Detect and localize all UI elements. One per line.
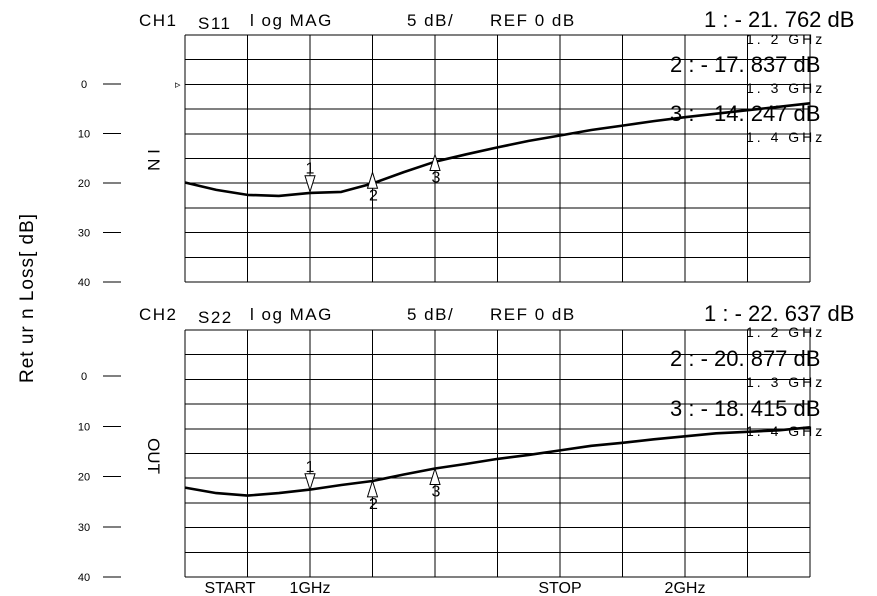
y-tick-label: 10	[78, 421, 90, 433]
marker-1: 1	[304, 161, 316, 194]
readout-frequency: 1. 4 GHz	[746, 423, 825, 439]
marker-triangle	[366, 479, 379, 498]
y-tick-label: 20	[78, 472, 90, 484]
marker-number: 2	[369, 496, 378, 513]
marker-triangle	[304, 473, 316, 492]
y-tick-label: 20	[78, 178, 90, 190]
panel-ch2: 0 10 20 30 40 CH2 S22 l og MAG 5 dB/REF 0 dB OUT 1…	[78, 301, 855, 596]
marker-2: 2	[366, 170, 379, 204]
marker-number: 3	[432, 484, 441, 501]
marker-3: 3	[429, 466, 441, 501]
x-tick-label: START	[205, 580, 256, 596]
y-tick-label: 40	[78, 572, 90, 584]
trace-line	[184, 102, 811, 198]
panel-ch1: 0 10 20 30 40 CH1 S11 l og MAG 5 dB/REF 0 dB I N ▹…	[78, 7, 855, 289]
readout-text: 2 : - 17. 837 dB	[670, 52, 820, 77]
marker-triangle	[429, 152, 441, 172]
readout-frequency: 1. 4 GHz	[746, 129, 825, 145]
x-tick-label: STOP	[538, 580, 581, 596]
readout-frequency: 1. 3 GHz	[746, 80, 825, 96]
marker-triangle	[304, 175, 316, 194]
marker-readout-1: 1 : - 22. 637 dB1. 2 GHz	[704, 301, 854, 340]
marker-triangle	[429, 466, 441, 486]
parameter-label: S11	[198, 14, 232, 33]
channel-label: CH1	[139, 11, 178, 30]
marker-triangle	[366, 170, 379, 189]
readout-frequency: 1. 2 GHz	[746, 324, 825, 340]
y-tick-label: 0	[81, 79, 87, 91]
marker-number: 2	[369, 187, 378, 204]
marker-readout-1: 1 : - 21. 762 dB1. 2 GHz	[704, 7, 854, 47]
reference-pointer: ▹	[175, 79, 181, 91]
marker-number: 3	[432, 170, 441, 187]
side-label: OUT	[144, 438, 163, 474]
marker-readout-3: 3 : - 14. 247 dB 1. 4 GHz	[670, 101, 825, 145]
marker-readout-2: 2 : - 20. 877 dB 1. 3 GHz	[670, 346, 825, 390]
reference-label: REF 0 dB	[490, 305, 576, 324]
scale-label: 5 dB/	[407, 11, 454, 30]
readout-text: 1 : - 22. 637 dB	[704, 301, 854, 326]
y-tick-label: 0	[81, 371, 87, 383]
marker-number: 1	[306, 459, 315, 476]
side-label: I N	[144, 149, 163, 171]
format-label: l og MAG	[250, 11, 333, 30]
y-tick-label: 10	[78, 129, 90, 141]
reference-label: REF 0 dB	[490, 11, 576, 30]
marker-1: 1	[304, 459, 316, 492]
scale-label: 5 dB/	[407, 305, 454, 324]
readout-text: 2 : - 20. 877 dB	[670, 346, 820, 371]
marker-3: 3	[429, 152, 441, 187]
y-tick-label: 30	[78, 522, 90, 534]
readout-text: 1 : - 21. 762 dB	[704, 7, 854, 32]
marker-readout-3: 3 : - 18. 415 dB 1. 4 GHz	[670, 396, 825, 439]
readout-text: 3 : - 18. 415 dB	[670, 396, 820, 421]
trace-line	[184, 426, 811, 497]
format-label: l og MAG	[250, 305, 333, 324]
y-axis-label: Ret ur n Loss[ dB]	[17, 213, 38, 383]
marker-readout-2: 2 : - 17. 837 dB 1. 3 GHz	[670, 52, 825, 96]
readout-text: 3 : - 14. 247 dB	[670, 101, 820, 126]
y-tick-label: 30	[78, 228, 90, 240]
marker-number: 1	[306, 161, 315, 178]
y-tick-label: 40	[78, 277, 90, 289]
channel-label: CH2	[139, 305, 178, 324]
marker-2: 2	[366, 479, 379, 513]
x-tick-label: 2GHz	[665, 580, 706, 596]
readout-frequency: 1. 2 GHz	[746, 31, 825, 47]
readout-frequency: 1. 3 GHz	[746, 374, 825, 390]
parameter-label: S22	[198, 308, 233, 327]
x-tick-label: 1GHz	[290, 580, 331, 596]
